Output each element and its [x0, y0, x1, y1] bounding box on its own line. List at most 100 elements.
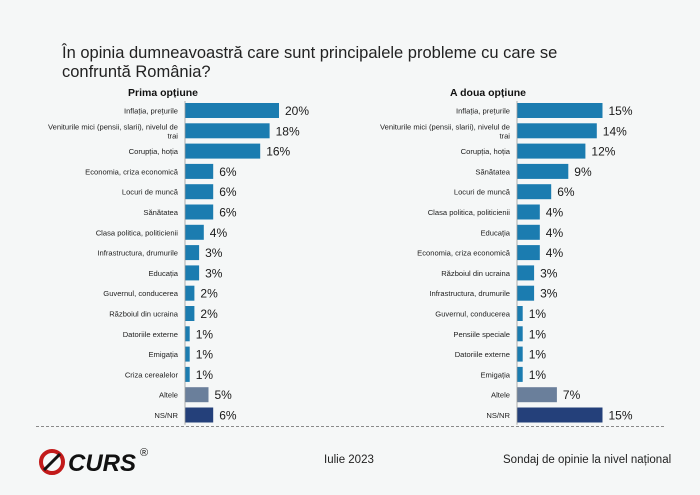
chart-1-bar [185, 285, 195, 301]
chart-2-category-label: Locuri de muncă [454, 188, 511, 197]
chart-2-bar [517, 163, 569, 179]
chart-2-value-label: 4% [546, 246, 564, 260]
chart-2-bar [517, 326, 523, 342]
chart-1-value-label: 1% [196, 348, 214, 362]
chart-1-bar [185, 123, 270, 139]
chart-1-category-label: Corupția, hoția [129, 147, 179, 156]
chart-2-value-label: 3% [540, 287, 558, 301]
chart-1-value-label: 2% [200, 307, 218, 321]
chart-1-category-label: Guvernul, conducerea [103, 289, 178, 298]
chart-1-bar [185, 224, 204, 240]
chart-1-value-label: 2% [200, 287, 218, 301]
chart-2-category-label: Emigația [480, 370, 510, 379]
footer-date: Iulie 2023 [324, 454, 374, 466]
chart-2-value-label: 4% [546, 206, 564, 220]
chart-1-category-label: Sănătatea [143, 208, 178, 217]
chart-2-bar [517, 245, 540, 261]
chart-2-bar [517, 285, 535, 301]
chart-1-category-label: Emigația [148, 350, 178, 359]
chart-1-title: Prima opțiune [128, 87, 198, 99]
chart-2-value-label: 7% [563, 388, 581, 402]
chart-2-value-label: 14% [603, 124, 627, 138]
chart-1-category-label: Locuri de muncă [122, 188, 179, 197]
chart-2-value-label: 1% [529, 327, 547, 341]
chart-2-category-label: Sănătatea [475, 167, 510, 176]
chart-2-value-label: 1% [529, 307, 547, 321]
page-title: În opinia dumneavoastră care sunt princi… [62, 44, 558, 81]
chart-2-value-label: 3% [540, 266, 558, 280]
chart-1-bar [185, 326, 190, 342]
chart-1-value-label: 5% [215, 388, 233, 402]
chart-1-bar [185, 306, 195, 321]
chart-2-bar [517, 366, 523, 382]
chart-2-category-label: Economia, criza economică [417, 249, 511, 258]
chart-2-value-label: 15% [609, 409, 633, 423]
chart-1-bar [185, 407, 214, 423]
logo-brand-text: CURS [68, 450, 136, 477]
chart-2-bar [517, 184, 552, 200]
chart-1-value-label: 3% [205, 266, 223, 280]
chart-1-bar [185, 387, 209, 403]
chart-2-bar [517, 346, 523, 362]
chart-1-value-label: 20% [285, 104, 309, 118]
chart-1-category-label: Infrastructura, drumurile [97, 249, 178, 258]
chart-1-bar [185, 265, 200, 281]
chart-1-bar [185, 366, 190, 382]
curs-logo: CURS ® [39, 447, 148, 477]
chart-1-bar [185, 245, 200, 261]
chart-1-category-label: Datoriile externe [123, 330, 178, 339]
chart-2-category-label: Guvernul, conducerea [435, 310, 510, 319]
chart-1-category-label: Veniturile mici (pensii, slarii), nivelu… [48, 122, 178, 140]
chart-2-value-label: 1% [529, 368, 547, 382]
chart-2-category-label: Clasa politica, politicienii [428, 208, 511, 217]
chart-2-bar [517, 265, 535, 281]
footer-survey-label: Sondaj de opinie la nivel național [503, 454, 672, 466]
chart-2-value-label: 1% [529, 348, 547, 362]
chart-1-bar [185, 184, 214, 200]
chart-1-value-label: 16% [266, 145, 290, 159]
chart-1-value-label: 6% [219, 165, 237, 179]
chart-1-category-label: Clasa politica, politicienii [96, 228, 179, 237]
chart-2-category-label: Educația [480, 228, 510, 237]
chart-2-bar [517, 224, 540, 240]
chart-2-category-label: Infrastructura, drumurile [429, 289, 510, 298]
chart-2-title: A doua opțiune [450, 87, 526, 99]
chart-1-bar [185, 103, 279, 118]
chart-2-category-label: Veniturile mici (pensii, slarii), nivelu… [380, 122, 510, 140]
chart-1-value-label: 18% [276, 124, 300, 138]
chart-2-category-label: Corupția, hoția [461, 147, 511, 156]
chart-2-bar [517, 407, 603, 423]
chart-2-category-label: Datoriile externe [455, 350, 510, 359]
logo-registered-mark: ® [140, 447, 148, 459]
chart-2-bar [517, 306, 523, 321]
chart-1-bar [185, 204, 214, 220]
chart-2-value-label: 6% [557, 185, 575, 199]
chart-2-category-label: Pensiile speciale [453, 330, 510, 339]
chart-1-bar [185, 163, 214, 179]
chart-2-bar [517, 123, 597, 139]
chart-1-category-label: Războiul din ucraina [109, 310, 179, 319]
chart-1-value-label: 6% [219, 185, 237, 199]
chart-2-bar [517, 204, 540, 220]
chart-2-category-label: Altele [491, 391, 510, 400]
chart-1-value-label: 6% [219, 206, 237, 220]
chart-2-category-label: Inflația, prețurile [456, 107, 510, 116]
chart-2-category-label: NS/NR [486, 411, 510, 420]
logo-swirl-icon [39, 449, 65, 475]
chart-2-value-label: 4% [546, 226, 564, 240]
chart-1-value-label: 1% [196, 368, 214, 382]
chart-1-value-label: 4% [210, 226, 228, 240]
chart-1-category-label: Criza cerealelor [125, 370, 179, 379]
chart-2-bar [517, 143, 586, 159]
footer-divider [36, 426, 664, 427]
chart-2-value-label: 15% [609, 104, 633, 118]
chart-1-category-label: Educația [148, 269, 178, 278]
chart-1-value-label: 1% [196, 327, 214, 341]
chart-1-category-label: Inflația, prețurile [124, 107, 178, 116]
chart-1-category-label: Altele [159, 391, 178, 400]
chart-2-value-label: 9% [574, 165, 592, 179]
chart-1-value-label: 6% [219, 409, 237, 423]
chart-2-bar [517, 103, 603, 118]
